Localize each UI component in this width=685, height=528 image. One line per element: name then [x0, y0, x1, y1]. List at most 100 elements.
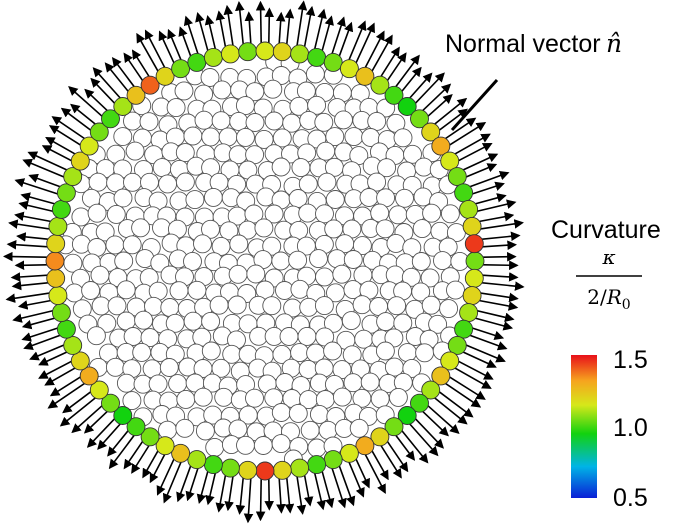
boundary-particle — [140, 75, 160, 95]
normal-vector-arrow — [410, 72, 445, 109]
interior-particle — [272, 128, 292, 148]
interior-particle — [370, 389, 390, 409]
interior-particle — [314, 296, 334, 316]
normal-vector-arrow — [452, 357, 494, 380]
interior-particle — [291, 158, 311, 178]
boundary-particle — [459, 199, 479, 219]
normal-vector-arrow — [60, 107, 96, 135]
interior-particle — [411, 282, 431, 302]
boundary-particle — [462, 286, 482, 306]
interior-particle — [386, 233, 406, 253]
normal-vector-arrow — [429, 393, 468, 425]
interior-particle — [253, 98, 273, 118]
interior-particle — [354, 329, 374, 349]
interior-particle — [201, 127, 221, 147]
boundary-particle — [384, 417, 404, 437]
interior-particle — [131, 218, 151, 238]
interior-particle — [113, 127, 133, 147]
normal-vector-arrow — [464, 332, 508, 351]
interior-particle — [123, 327, 143, 346]
interior-particle — [376, 312, 396, 332]
interior-particle — [323, 341, 343, 361]
normal-vector-arrow — [255, 472, 266, 522]
interior-particle — [106, 204, 126, 224]
interior-particle — [205, 437, 225, 457]
interior-particle — [218, 127, 238, 147]
interior-particle — [246, 264, 266, 284]
interior-particle — [201, 219, 220, 239]
normal-vector-arrow — [264, 7, 275, 50]
normal-vector-arrow — [235, 471, 246, 515]
boundary-particles — [45, 41, 485, 481]
interior-particle — [183, 251, 202, 271]
interior-particle — [71, 234, 91, 254]
normal-vector-arrow — [361, 448, 386, 495]
boundary-particle — [155, 66, 175, 86]
normal-vector-arrow — [475, 231, 521, 242]
interior-particle — [229, 111, 249, 131]
normal-vector-arrow — [162, 456, 185, 504]
interior-particle — [201, 311, 221, 331]
normal-vector-arrow — [449, 364, 492, 389]
interior-particle — [388, 387, 408, 407]
interior-particle — [195, 421, 215, 441]
colorbar-denominator-sub: 0 — [622, 297, 631, 313]
interior-particle — [279, 327, 299, 346]
interior-particle — [271, 434, 291, 454]
normal-vector-arrow — [51, 116, 91, 143]
boundary-particle — [70, 351, 90, 371]
boundary-particle — [126, 85, 146, 105]
boundary-particle — [187, 52, 207, 72]
boundary-particle — [46, 234, 66, 254]
interior-particle — [122, 391, 142, 411]
interior-particle — [309, 249, 328, 269]
interior-particle — [211, 358, 231, 378]
boundary-particle — [459, 303, 479, 323]
normal-vector-arrow — [10, 272, 54, 282]
interior-particle — [411, 252, 431, 271]
boundary-particle — [113, 97, 133, 116]
normal-vector-arrow — [48, 125, 86, 149]
normal-vector-arrow — [195, 12, 211, 57]
normal-vector-arrow — [329, 462, 347, 509]
interior-particle — [97, 313, 117, 333]
interior-particle — [183, 311, 203, 331]
boundary-particle — [155, 436, 175, 456]
interior-particle — [168, 374, 188, 394]
boundary-particle — [355, 66, 375, 86]
boundary-particle — [431, 136, 451, 156]
boundary-particle — [339, 59, 359, 79]
boundary-particle — [454, 183, 474, 203]
normal-vector-arrow — [457, 153, 499, 174]
boundary-particle — [51, 303, 71, 323]
normal-vector-arrow — [422, 401, 460, 434]
normal-vector-arrow — [434, 108, 468, 135]
interior-particle — [367, 172, 387, 192]
normal-vector-arrow — [319, 15, 334, 57]
boundary-particle — [101, 109, 120, 129]
normal-vector-arrow — [312, 467, 326, 511]
normal-vector-arrow — [14, 178, 64, 197]
normal-vector-arrow — [336, 21, 354, 62]
interior-particle — [113, 188, 133, 208]
colorbar-denominator-prefix: 2/ — [587, 285, 607, 309]
interior-particles — [56, 52, 470, 469]
interior-particle — [393, 313, 413, 333]
interior-particle — [288, 403, 308, 423]
normal-vector-arrow — [383, 435, 409, 473]
normal-vector-symbol: n̂ — [606, 29, 622, 58]
interior-particle — [315, 267, 334, 287]
colorbar-gradient-bar — [571, 355, 597, 498]
boundary-particle — [464, 234, 484, 254]
normal-vector-arrow — [223, 4, 235, 52]
interior-particle — [219, 221, 239, 241]
interior-particle — [152, 158, 172, 178]
interior-particle — [395, 188, 414, 208]
interior-particle — [401, 267, 421, 287]
interior-particle — [152, 218, 171, 238]
normal-vector-arrow — [410, 413, 445, 449]
interior-particle — [175, 172, 195, 192]
normal-vector-arrow — [345, 456, 365, 498]
interior-particle — [385, 265, 405, 285]
boundary-particle — [45, 251, 65, 271]
